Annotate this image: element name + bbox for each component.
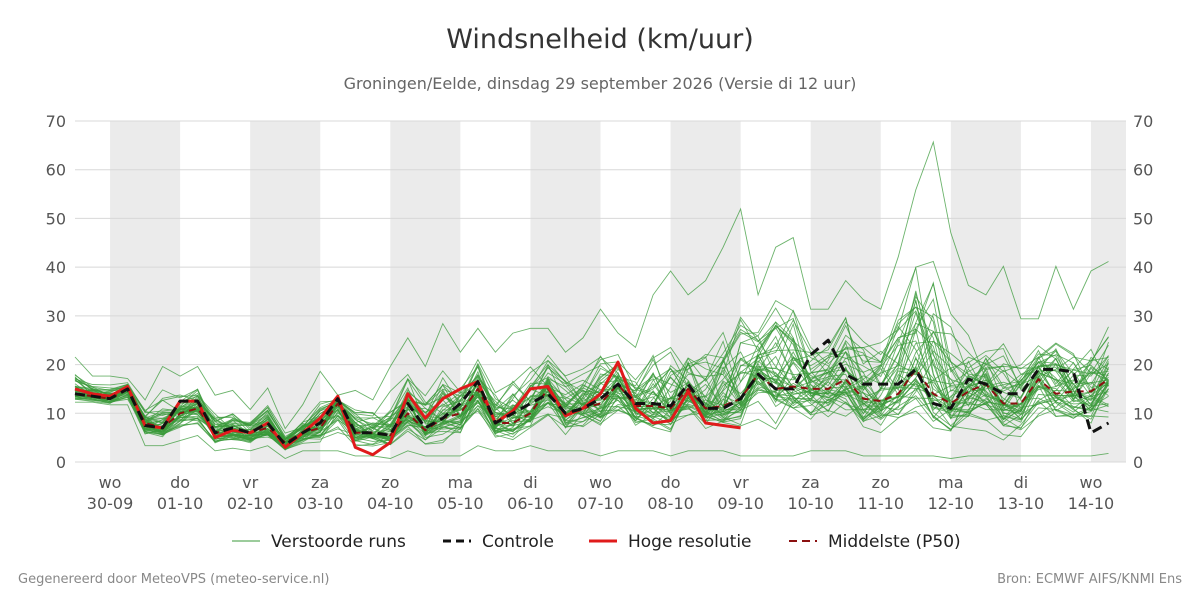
y-tick-label-right: 0 <box>1133 453 1143 472</box>
x-tick-day: wo <box>1080 473 1103 492</box>
legend-label: Verstoorde runs <box>271 532 406 552</box>
legend-label: Controle <box>482 532 554 552</box>
y-axis-right: 0 10 20 30 40 50 60 70 <box>1133 112 1153 472</box>
y-tick-label-right: 40 <box>1133 258 1153 277</box>
shaded-day-band <box>250 121 321 462</box>
x-tick-day: zo <box>872 473 890 492</box>
ensemble-member-line <box>74 140 1109 430</box>
x-tick-date: 02-10 <box>227 494 274 513</box>
x-tick-day: wo <box>99 473 122 492</box>
shaded-day-band <box>810 121 881 462</box>
y-tick-label-left: 70 <box>46 112 66 131</box>
legend-label: Middelste (P50) <box>828 532 961 552</box>
x-tick-day: vr <box>242 473 258 492</box>
ensemble-member-line <box>74 340 1109 439</box>
ensemble-member-line <box>74 343 1109 440</box>
y-tick-label-left: 0 <box>56 453 66 472</box>
ensemble-member-line <box>75 401 1109 460</box>
y-axis-left: 0 10 20 30 40 50 60 70 <box>46 112 66 472</box>
footer-credit: Gegenereerd door MeteoVPS (meteo-service… <box>18 572 330 587</box>
footer-source: Bron: ECMWF AIFS/KNMI Ens <box>997 572 1182 587</box>
y-tick-label-right: 10 <box>1133 404 1153 423</box>
y-tick-label-left: 30 <box>46 307 66 326</box>
x-tick-date: 07-10 <box>577 494 624 513</box>
x-tick-day: zo <box>381 473 399 492</box>
x-tick-day: di <box>1014 473 1029 492</box>
x-tick-date: 04-10 <box>367 494 414 513</box>
x-axis: wo 30-09 do 01-10 vr 02-10 za 03-10 zo 04-10 ma 05-… <box>87 473 1114 513</box>
y-tick-label-left: 40 <box>46 258 66 277</box>
y-tick-label-right: 20 <box>1133 356 1153 375</box>
x-tick-date: 08-10 <box>647 494 694 513</box>
x-tick-date: 01-10 <box>157 494 204 513</box>
x-tick-day: za <box>802 473 820 492</box>
ensemble-member-line <box>74 361 1109 446</box>
y-tick-label-left: 50 <box>46 209 66 228</box>
x-tick-day: za <box>311 473 329 492</box>
ensemble-member-line <box>74 317 1109 444</box>
y-tick-label-right: 70 <box>1133 112 1153 131</box>
x-tick-day: ma <box>938 473 963 492</box>
x-tick-date: 10-10 <box>787 494 834 513</box>
ensemble-member-line <box>74 335 1109 450</box>
main-series-lines <box>74 338 1110 457</box>
ensemble-lines <box>74 140 1109 460</box>
series-line-controle <box>74 338 1110 447</box>
series-line-middelste-p50 <box>74 368 1110 444</box>
x-tick-day: wo <box>589 473 612 492</box>
y-tick-label-left: 10 <box>46 404 66 423</box>
x-tick-day: do <box>661 473 681 492</box>
y-tick-label-left: 60 <box>46 161 66 180</box>
x-tick-date: 14-10 <box>1068 494 1115 513</box>
y-tick-label-left: 20 <box>46 356 66 375</box>
y-tick-label-right: 60 <box>1133 161 1153 180</box>
x-tick-date: 13-10 <box>998 494 1045 513</box>
x-tick-date: 06-10 <box>507 494 554 513</box>
chart-title: Windsnelheid (km/uur) <box>446 24 754 55</box>
x-tick-date: 03-10 <box>297 494 344 513</box>
x-tick-date: 12-10 <box>928 494 975 513</box>
x-tick-day: ma <box>448 473 473 492</box>
legend-label: Hoge resolutie <box>628 532 752 552</box>
x-tick-date: 30-09 <box>87 494 134 513</box>
x-tick-day: do <box>170 473 190 492</box>
x-tick-day: di <box>523 473 538 492</box>
x-tick-day: vr <box>733 473 749 492</box>
x-tick-date: 05-10 <box>437 494 484 513</box>
legend: Verstoorde runs Controle Hoge resolutie Mid… <box>232 532 961 552</box>
y-tick-label-right: 50 <box>1133 209 1153 228</box>
x-tick-date: 11-10 <box>858 494 905 513</box>
y-tick-label-right: 30 <box>1133 307 1153 326</box>
x-tick-date: 09-10 <box>717 494 764 513</box>
chart-subtitle: Groningen/Eelde, dinsdag 29 september 20… <box>343 74 857 93</box>
